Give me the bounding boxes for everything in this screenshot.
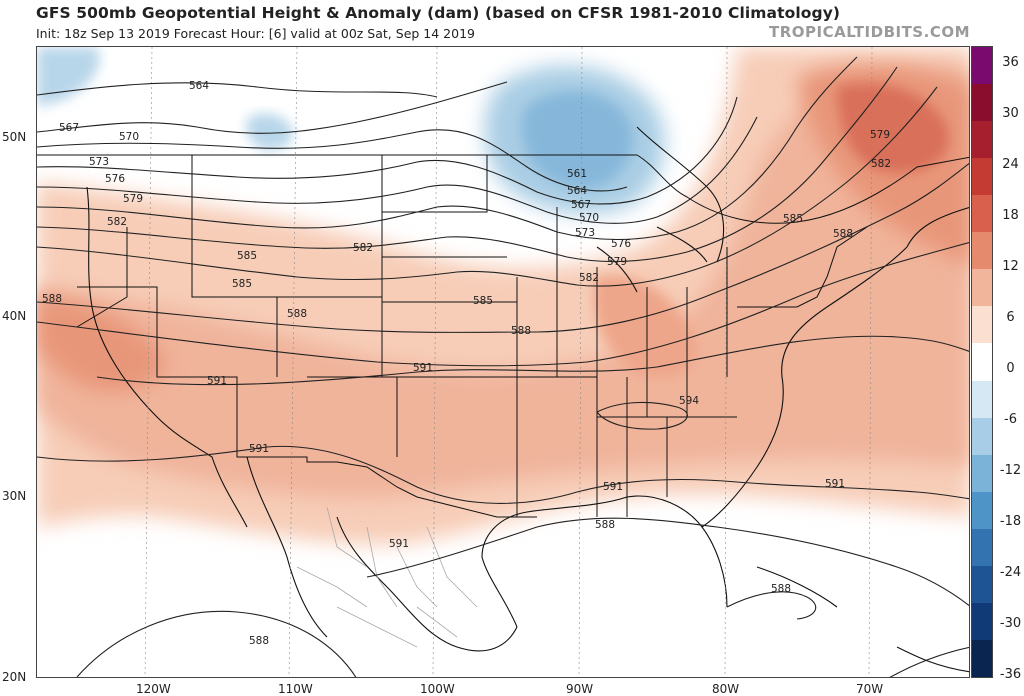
colorbar-tick-label: 24	[1002, 157, 1019, 172]
colorbar-segment	[972, 84, 992, 122]
colorbar-segment	[972, 565, 992, 604]
contour-label: 585	[473, 295, 493, 307]
colorbar-segment	[972, 343, 992, 382]
contour-label: 564	[567, 185, 587, 197]
contour-label: 588	[771, 583, 791, 595]
lon-label: 100W	[420, 682, 455, 696]
colorbar-tick-label: 6	[1006, 310, 1015, 325]
contour-label: 591	[413, 362, 433, 374]
contour-label: 564	[189, 80, 209, 92]
colorbar-tick-label: 0	[1006, 361, 1015, 376]
contour-label: 588	[42, 293, 62, 305]
lon-label: 110W	[278, 682, 313, 696]
colorbar-tick-label: -18	[999, 514, 1022, 529]
colorbar-segment	[972, 195, 992, 233]
colorbar-tick-label: -6	[1004, 412, 1017, 427]
contour-label: 585	[783, 213, 803, 225]
contour-label: 576	[611, 238, 631, 250]
contour-label: 582	[353, 242, 373, 254]
lat-label: 50N	[2, 130, 27, 144]
contour-label: 582	[107, 216, 127, 228]
contour-label: 594	[679, 395, 699, 407]
contour-label: 561	[567, 168, 587, 180]
lon-label: 70W	[856, 682, 884, 696]
map-title: GFS 500mb Geopotential Height & Anomaly …	[36, 4, 841, 22]
colorbar-segment	[972, 417, 992, 456]
contour-label: 579	[607, 256, 627, 268]
contour-label: 591	[603, 481, 623, 493]
lon-label: 90W	[566, 682, 594, 696]
colorbar-segment	[972, 528, 992, 567]
contour-label: 585	[232, 278, 252, 290]
contour-label: 573	[89, 156, 109, 168]
colorbar-tick-label: 18	[1002, 208, 1019, 223]
colorbar-segment	[972, 158, 992, 196]
coastlines	[86, 126, 969, 673]
contour-labels: 564 567 570 573 576 579 582 585 588 591 …	[42, 80, 891, 647]
contour-label: 582	[579, 272, 599, 284]
map-svg: 564 567 570 573 576 579 582 585 588 591 …	[37, 47, 969, 677]
colorbar-tick-label: -30	[999, 616, 1022, 631]
contour-label: 567	[59, 122, 79, 134]
colorbar-segment	[972, 121, 992, 159]
colorbar-segment	[972, 602, 992, 641]
watermark: TROPICALTIDBITS.COM	[769, 23, 970, 41]
contour-label: 591	[249, 443, 269, 455]
colorbar-segment	[972, 491, 992, 530]
colorbar-tick-label: -24	[999, 565, 1022, 580]
contour-label: 588	[833, 228, 853, 240]
contour-label: 579	[123, 193, 143, 205]
colorbar-segment	[972, 47, 992, 85]
colorbar-tick-label: 12	[1002, 259, 1019, 274]
contour-label: 588	[511, 325, 531, 337]
contour-label: 576	[105, 173, 125, 185]
contour-label: 570	[579, 212, 599, 224]
lat-label: 30N	[2, 489, 27, 503]
colorbar-segment	[972, 232, 992, 270]
colorbar-tick-label: -36	[999, 667, 1022, 682]
lon-label: 120W	[136, 682, 171, 696]
colorbar-segment	[972, 380, 992, 419]
contour-label: 570	[119, 131, 139, 143]
lat-label: 20N	[2, 670, 27, 684]
contour-label: 573	[575, 227, 595, 239]
contour-label: 591	[207, 375, 227, 387]
contour-label: 588	[287, 308, 307, 320]
contour-label: 588	[595, 519, 615, 531]
contour-label: 591	[389, 538, 409, 550]
colorbar-segment	[972, 306, 992, 344]
contour-label: 579	[870, 129, 890, 141]
colorbar-segment	[972, 269, 992, 307]
map-panel: 564 567 570 573 576 579 582 585 588 591 …	[36, 46, 970, 678]
colorbar-segment	[972, 639, 992, 678]
colorbar-tick-label: -12	[999, 463, 1022, 478]
lat-label: 40N	[2, 309, 27, 323]
colorbar-tick-label: 30	[1002, 106, 1019, 121]
contour-label: 588	[249, 635, 269, 647]
height-contours	[37, 56, 969, 677]
contour-label: 582	[871, 158, 891, 170]
contour-label: 585	[237, 250, 257, 262]
map-subtitle: Init: 18z Sep 13 2019 Forecast Hour: [6]…	[36, 26, 475, 41]
anomaly-colorbar	[971, 46, 993, 678]
anomaly-shading	[37, 47, 969, 677]
lon-label: 80W	[712, 682, 740, 696]
colorbar-tick-label: 36	[1002, 55, 1019, 70]
contour-label: 567	[571, 199, 591, 211]
contour-label: 591	[825, 478, 845, 490]
colorbar-segment	[972, 454, 992, 493]
